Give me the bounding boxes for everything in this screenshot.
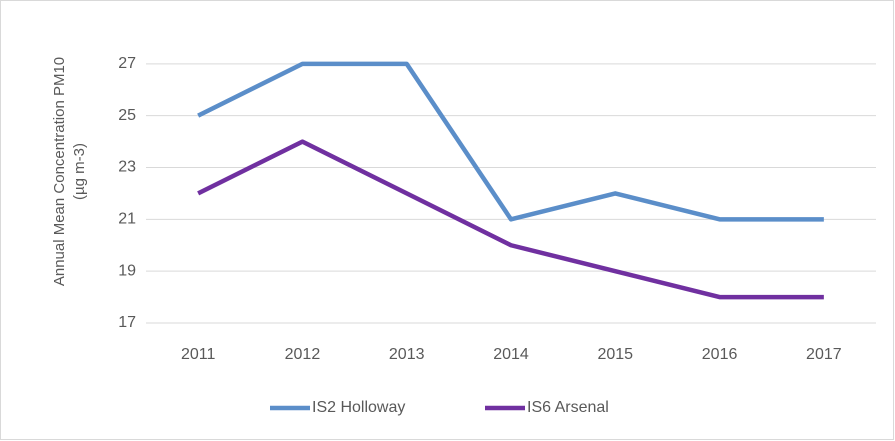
y-axis-label: (µg m-3) [71, 143, 88, 200]
series-line [197, 61, 824, 222]
x-tick-label: 2011 [181, 346, 216, 363]
y-tick-label: 21 [118, 211, 136, 228]
y-axis-label: Annual Mean Concentration PM10 [51, 57, 68, 286]
y-tick-label: 17 [118, 314, 136, 331]
x-tick-label: 2012 [285, 346, 321, 363]
x-tick-label: 2017 [806, 346, 842, 363]
y-tick-label: 27 [118, 55, 136, 72]
x-tick-label: 2013 [389, 346, 425, 363]
x-tick-label: 2015 [597, 346, 633, 363]
x-tick-label: 2014 [493, 346, 529, 363]
y-tick-label: 23 [118, 159, 136, 176]
series-line [197, 139, 824, 300]
x-tick-label: 2016 [702, 346, 738, 363]
legend-label: IS2 Holloway [312, 399, 405, 416]
legend-label: IS6 Arsenal [527, 399, 609, 416]
y-tick-label: 19 [118, 262, 136, 279]
y-tick-label: 25 [118, 107, 136, 124]
